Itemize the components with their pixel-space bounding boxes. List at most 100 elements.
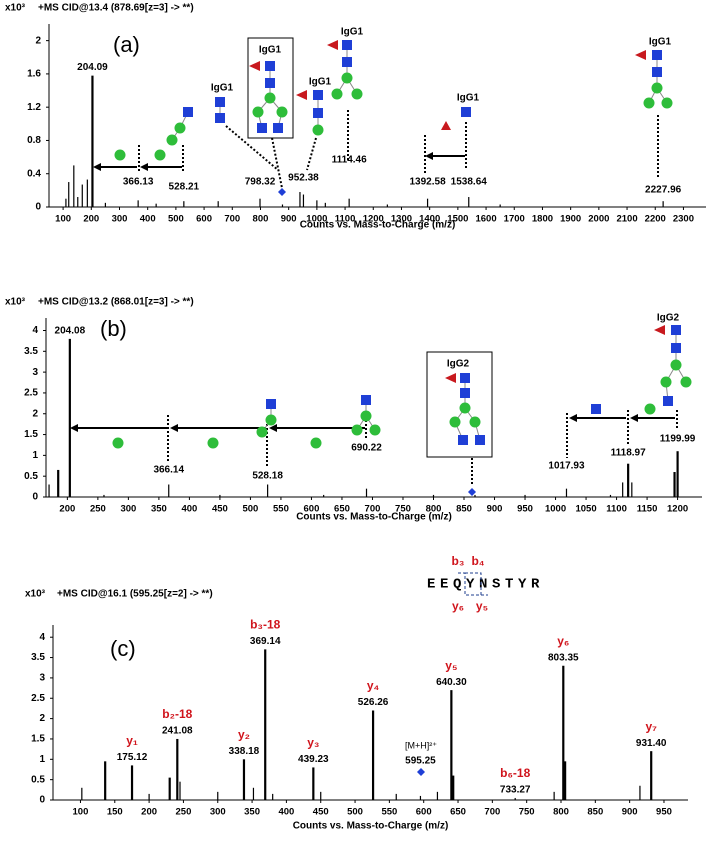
peak-label: 931.40 <box>636 738 667 749</box>
peak-label: 439.23 <box>298 754 329 765</box>
peak-label: 366.14 <box>153 465 184 476</box>
arrow-head <box>170 424 178 432</box>
y-tick-label: 1.5 <box>31 734 45 745</box>
ion-label: y₁ <box>126 734 138 748</box>
glycan-square <box>342 57 352 67</box>
glycan-circle <box>469 416 481 428</box>
glycan-circle <box>351 88 363 100</box>
y-tick-label: 3.5 <box>31 652 45 663</box>
glycan-circle <box>644 403 656 415</box>
x-tick-label: 1400 <box>419 214 440 225</box>
y-tick-label: 2 <box>35 35 41 46</box>
glycan-circle <box>252 106 264 118</box>
glycan-circle <box>680 376 692 388</box>
x-tick-label: 1500 <box>447 214 468 225</box>
x-tick-label: 1100 <box>606 504 627 515</box>
glycan-circle <box>369 424 381 436</box>
x-tick-label: 250 <box>176 807 192 818</box>
x-tick-label: 1800 <box>532 214 553 225</box>
peak-label: 803.35 <box>548 652 579 663</box>
x-tick-label: 700 <box>365 504 381 515</box>
glycan-circle <box>166 134 178 146</box>
x-tick-label: 1200 <box>667 504 688 515</box>
glycan-square <box>265 61 275 71</box>
glycan-triangle <box>296 90 307 100</box>
annotation: IgG2 <box>447 359 470 370</box>
glycan-circle <box>360 410 372 422</box>
ion-label: y₅ <box>445 658 457 672</box>
subtitle: +MS CID@13.4 (878.69[z=3] -> **) <box>38 3 194 14</box>
x-tick-label: 800 <box>426 504 442 515</box>
glycan-circle <box>114 149 126 161</box>
x-tick-label: 700 <box>484 807 500 818</box>
peak-label: 528.18 <box>252 471 283 482</box>
peak-label: 526.26 <box>358 697 389 708</box>
glycan-circle <box>351 424 363 436</box>
peak-label: 1199.99 <box>660 434 696 445</box>
x-tick-label: 500 <box>347 807 363 818</box>
fragment-label: y₅ <box>476 599 488 613</box>
peak-label: 595.25 <box>405 756 436 767</box>
x-tick-label: 650 <box>334 504 350 515</box>
glycan-square <box>215 97 225 107</box>
glycan-circle <box>112 437 124 449</box>
x-tick-label: 300 <box>210 807 226 818</box>
x-tick-label: 800 <box>253 214 269 225</box>
x-tick-label: 150 <box>107 807 123 818</box>
y-tick-label: 3 <box>39 673 45 684</box>
y-tick-label: 2.5 <box>24 388 38 399</box>
x-tick-label: 450 <box>212 504 228 515</box>
subtitle: +MS CID@16.1 (595.25[z=2] -> **) <box>57 589 213 600</box>
glycan-square <box>671 325 681 335</box>
x-tick-label: 300 <box>120 504 136 515</box>
arrow-head <box>425 152 433 160</box>
glycan-triangle <box>327 40 338 50</box>
glycan-circle <box>207 437 219 449</box>
peak-label: 1538.64 <box>451 177 488 188</box>
x-axis-label: Counts vs. Mass-to-Charge (m/z) <box>293 821 449 832</box>
glycan-circle <box>660 376 672 388</box>
x-tick-label: 100 <box>73 807 89 818</box>
ion-label: b₆-18 <box>500 766 530 780</box>
x-tick-label: 550 <box>381 807 397 818</box>
glycan-circle <box>331 88 343 100</box>
glycan-square <box>266 399 276 409</box>
x-tick-label: 1600 <box>475 214 496 225</box>
x-tick-label: 2300 <box>673 214 694 225</box>
peak-label: 952.38 <box>288 173 319 184</box>
glycan-circle <box>670 359 682 371</box>
x-tick-label: 900 <box>281 214 297 225</box>
precursor-marker <box>278 188 286 196</box>
glycan-square <box>257 123 267 133</box>
dotted-line <box>225 125 279 171</box>
glycan-circle <box>256 426 268 438</box>
y-tick-label: 1.5 <box>24 429 38 440</box>
precursor-marker <box>468 488 476 496</box>
x-tick-label: 900 <box>487 504 503 515</box>
glycan-square <box>265 78 275 88</box>
x-tick-label: 250 <box>90 504 106 515</box>
glycan-square <box>361 395 371 405</box>
panel-label: (b) <box>100 316 127 341</box>
glycan-triangle <box>635 50 646 60</box>
glycan-circle <box>310 437 322 449</box>
y-tick-label: 4 <box>39 632 45 643</box>
annotation: IgG1 <box>457 93 480 104</box>
x-tick-label: 2200 <box>645 214 666 225</box>
y-tick-label: 2 <box>39 713 45 724</box>
annotation: [M+H]²⁺ <box>405 740 437 750</box>
glycan-square <box>458 435 468 445</box>
peptide: EEQYNSTYR <box>427 577 544 593</box>
ion-label: b₃-18 <box>250 618 281 632</box>
x-tick-label: 350 <box>151 504 167 515</box>
y-tick-label: 3 <box>32 367 38 378</box>
glycan-square <box>652 50 662 60</box>
glycan-circle <box>264 92 276 104</box>
y-tick-label: 1.6 <box>27 69 41 80</box>
glycan-triangle <box>445 373 456 383</box>
glycan-circle <box>643 97 655 109</box>
panel-label: (c) <box>110 636 136 661</box>
glycan-square <box>671 343 681 353</box>
x-tick-label: 850 <box>456 504 472 515</box>
glycan-circle <box>661 97 673 109</box>
